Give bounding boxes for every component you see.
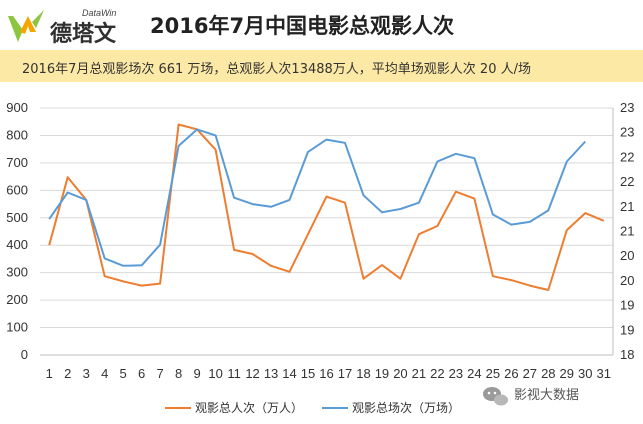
logo-english-text: DataWin [82, 8, 117, 18]
x-tick-label: 1 [46, 366, 53, 381]
left-y-tick-label: 700 [6, 155, 28, 170]
x-ticks: 1 2 3 4 5 6 7 8 9 10 11 12 13 14 15 16 17 18 19 20 21 22 23 24 2… [46, 366, 611, 381]
x-tick-label: 22 [430, 366, 444, 381]
x-tick-label: 24 [467, 366, 481, 381]
x-tick-label: 3 [83, 366, 90, 381]
x-tick-label: 15 [301, 366, 315, 381]
left-y-tick-label: 300 [6, 265, 28, 280]
right-y-tick-label: 23 [620, 100, 634, 115]
x-tick-label: 26 [504, 366, 518, 381]
x-tick-label: 11 [227, 366, 241, 381]
subtitle-bar: 2016年7月总观影场次 661 万场，总观影人次13488万人，平均单场观影人… [0, 50, 643, 82]
x-tick-label: 7 [157, 366, 164, 381]
x-tick-label: 2 [64, 366, 71, 381]
x-tick-label: 10 [208, 366, 222, 381]
series-line-2 [48, 128, 587, 267]
left-y-tick-label: 400 [6, 237, 28, 252]
chart-title: 2016年7月中国电影总观影人次 [150, 14, 455, 38]
series-line-1 [48, 123, 605, 291]
watermark-text: 影视大数据 [514, 388, 579, 403]
x-tick-label: 12 [245, 366, 259, 381]
x-tick-label: 30 [578, 366, 592, 381]
right-y-tick-label: 19 [620, 298, 634, 313]
chart-subtitle: 2016年7月总观影场次 661 万场，总观影人次13488万人，平均单场观影人… [22, 62, 531, 77]
left-y-tick-label: 0 [21, 347, 28, 362]
right-y-tick-label: 23 [620, 125, 634, 140]
left-y-ticks: 0 100 200 300 400 500 600 700 800 900 [6, 100, 28, 362]
watermark: 影视大数据 [483, 387, 579, 406]
logo-chinese-text: 德塔文 [50, 21, 117, 46]
right-y-tick-label: 22 [620, 174, 634, 189]
legend-label-1: 观影总人次（万人） [195, 401, 303, 415]
left-y-tick-label: 600 [6, 182, 28, 197]
logo-mark-icon [8, 10, 44, 42]
gridlines [40, 107, 613, 356]
x-tick-label: 27 [523, 366, 537, 381]
right-y-tick-label: 21 [620, 224, 634, 239]
right-y-tick-label: 18 [620, 347, 634, 362]
x-tick-label: 4 [101, 366, 108, 381]
left-y-tick-label: 800 [6, 127, 28, 142]
x-tick-label: 16 [319, 366, 333, 381]
datawin-logo: 德塔文 DataWin [6, 8, 122, 48]
x-tick-label: 17 [338, 366, 352, 381]
x-tick-label: 14 [282, 366, 296, 381]
left-y-tick-label: 200 [6, 292, 28, 307]
x-tick-label: 31 [597, 366, 611, 381]
x-tick-label: 9 [193, 366, 200, 381]
wechat-icon [483, 387, 508, 406]
x-tick-label: 6 [138, 366, 145, 381]
x-tick-label: 8 [175, 366, 182, 381]
right-y-tick-label: 20 [620, 248, 634, 263]
chart-legend: 观影总人次（万人） 观影总场次（万场） [165, 401, 460, 415]
right-y-tick-label: 19 [620, 322, 634, 337]
header: 德塔文 DataWin 2016年7月中国电影总观影人次 [0, 0, 643, 50]
right-y-tick-label: 21 [620, 199, 634, 214]
x-tick-label: 13 [264, 366, 278, 381]
x-tick-label: 28 [541, 366, 555, 381]
right-y-ticks: 18 19 19 20 20 21 21 22 22 23 23 [620, 100, 634, 362]
left-y-tick-label: 900 [6, 100, 28, 115]
x-tick-label: 19 [375, 366, 389, 381]
axes [40, 108, 614, 356]
legend-label-2: 观影总场次（万场） [352, 401, 460, 415]
x-tick-label: 29 [560, 366, 574, 381]
left-y-tick-label: 500 [6, 210, 28, 225]
x-tick-label: 18 [356, 366, 370, 381]
series-lines [48, 123, 605, 291]
x-tick-label: 20 [393, 366, 407, 381]
x-tick-label: 21 [412, 366, 426, 381]
x-tick-label: 25 [486, 366, 500, 381]
x-tick-label: 23 [449, 366, 463, 381]
x-tick-label: 5 [120, 366, 127, 381]
right-y-tick-label: 22 [620, 149, 634, 164]
left-y-tick-label: 100 [6, 320, 28, 335]
right-y-tick-label: 20 [620, 273, 634, 288]
